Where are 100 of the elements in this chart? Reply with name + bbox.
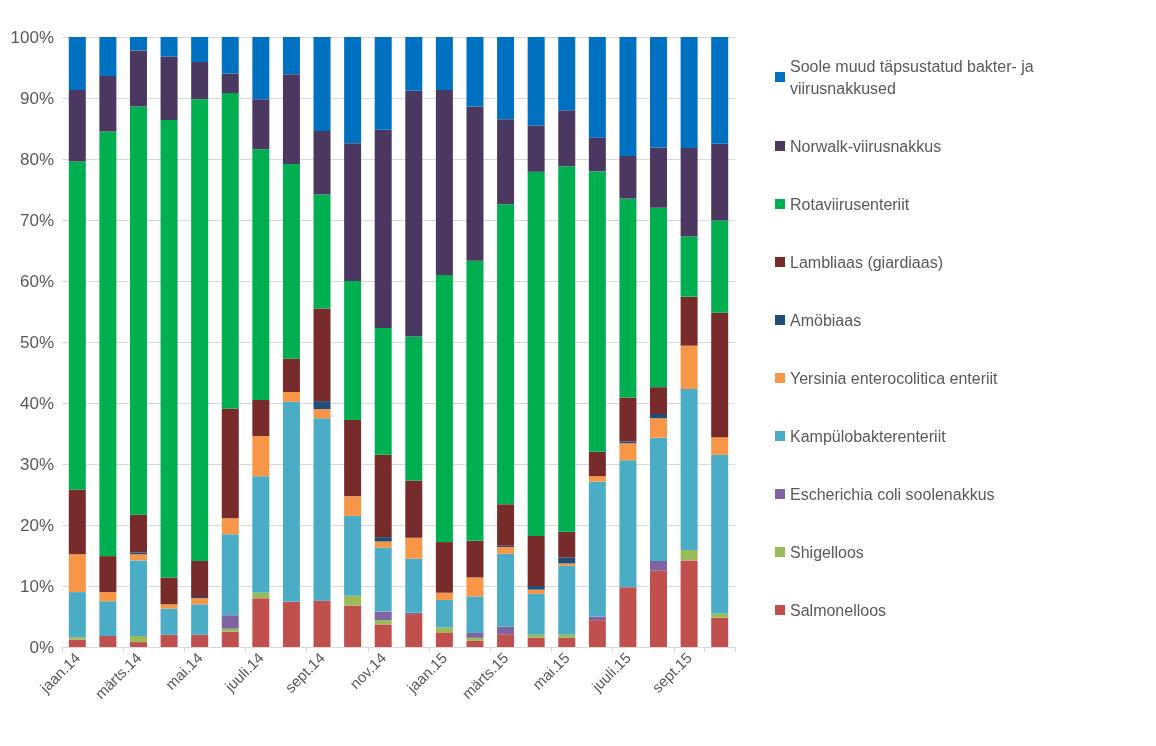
bar: [527, 586, 545, 590]
y-tick-label: 90%: [19, 88, 54, 108]
bar: [191, 99, 209, 561]
bar: [221, 37, 239, 74]
bar: [129, 554, 147, 561]
bar: [558, 557, 576, 564]
bar: [99, 76, 117, 132]
bar: [252, 476, 270, 593]
bar: [160, 604, 178, 609]
bar: [588, 481, 606, 617]
bar: [129, 514, 147, 553]
bar: [374, 454, 392, 538]
bar: [221, 628, 239, 632]
bar: [405, 336, 423, 481]
bar: [650, 560, 668, 571]
bar: [405, 558, 423, 613]
bar: [313, 130, 331, 195]
bar: [129, 636, 147, 643]
bar: [99, 592, 117, 602]
bar: [344, 420, 362, 497]
bar: [588, 451, 606, 477]
bar: [527, 535, 545, 586]
bar: [191, 37, 209, 63]
bar: [619, 587, 637, 647]
y-tick-label: 0%: [29, 637, 54, 657]
legend-label: Lambliaas (giardiaas): [790, 253, 943, 271]
bar: [435, 632, 453, 647]
bar: [680, 148, 698, 237]
bar: [466, 260, 484, 541]
bar: [374, 327, 392, 455]
bar: [497, 546, 515, 554]
bar: [558, 110, 576, 167]
bar: [221, 631, 239, 647]
bar: [466, 37, 484, 107]
bar: [405, 537, 423, 559]
bar: [99, 601, 117, 637]
bar: [282, 401, 300, 602]
bar: [191, 598, 209, 605]
bar: [527, 589, 545, 594]
bar: [68, 37, 86, 91]
bar: [129, 106, 147, 515]
bar: [405, 614, 423, 647]
bar: [466, 637, 484, 641]
bar: [650, 437, 668, 561]
legend-label: Escherichia coli soolenakkus: [790, 485, 995, 503]
bar: [619, 155, 637, 199]
bar: [405, 90, 423, 337]
bar: [282, 163, 300, 359]
bar: [466, 596, 484, 633]
bar: [558, 634, 576, 638]
y-tick-label: 30%: [19, 454, 54, 474]
bar: [252, 435, 270, 477]
bar: [435, 542, 453, 593]
bar: [435, 90, 453, 275]
bar: [313, 194, 331, 309]
bar: [435, 592, 453, 601]
bar: [252, 37, 270, 100]
bar: [129, 50, 147, 107]
bar: [619, 397, 637, 442]
bar: [374, 611, 392, 621]
bar: [650, 570, 668, 647]
bar: [252, 592, 270, 599]
bar: [160, 119, 178, 578]
bar: [711, 312, 729, 438]
bar: [497, 504, 515, 546]
legend-label: Kampülobakterenteriit: [790, 427, 947, 445]
bar: [68, 161, 86, 490]
bar: [344, 496, 362, 516]
bar: [191, 560, 209, 597]
bar: [466, 577, 484, 597]
legend-label: Salmonelloos: [790, 601, 887, 619]
bar: [129, 560, 147, 637]
legend-label: Norwalk-viirusnakkus: [790, 137, 942, 155]
bar: [282, 358, 300, 393]
bar: [344, 37, 362, 144]
bar: [588, 476, 606, 482]
bar: [191, 62, 209, 100]
bar: [344, 515, 362, 596]
bar: [282, 392, 300, 402]
bar: [588, 137, 606, 172]
bar: [435, 627, 453, 633]
bar: [650, 147, 668, 208]
bar: [527, 634, 545, 638]
bar: [282, 74, 300, 164]
bar: [374, 129, 392, 328]
legend-label: Soole muud täpsustatud bakter- ja viirusnakkused: [790, 57, 1039, 97]
bar: [711, 613, 729, 618]
bar: [160, 56, 178, 120]
bar: [344, 605, 362, 647]
bar: [588, 37, 606, 138]
bar: [405, 480, 423, 538]
bar: [619, 37, 637, 156]
bar: [313, 418, 331, 601]
bar: [497, 553, 515, 627]
bar: [497, 626, 515, 635]
bar: [435, 600, 453, 628]
bar: [129, 642, 147, 647]
y-tick-label: 10%: [19, 576, 54, 596]
bar: [282, 37, 300, 75]
bar: [191, 634, 209, 647]
